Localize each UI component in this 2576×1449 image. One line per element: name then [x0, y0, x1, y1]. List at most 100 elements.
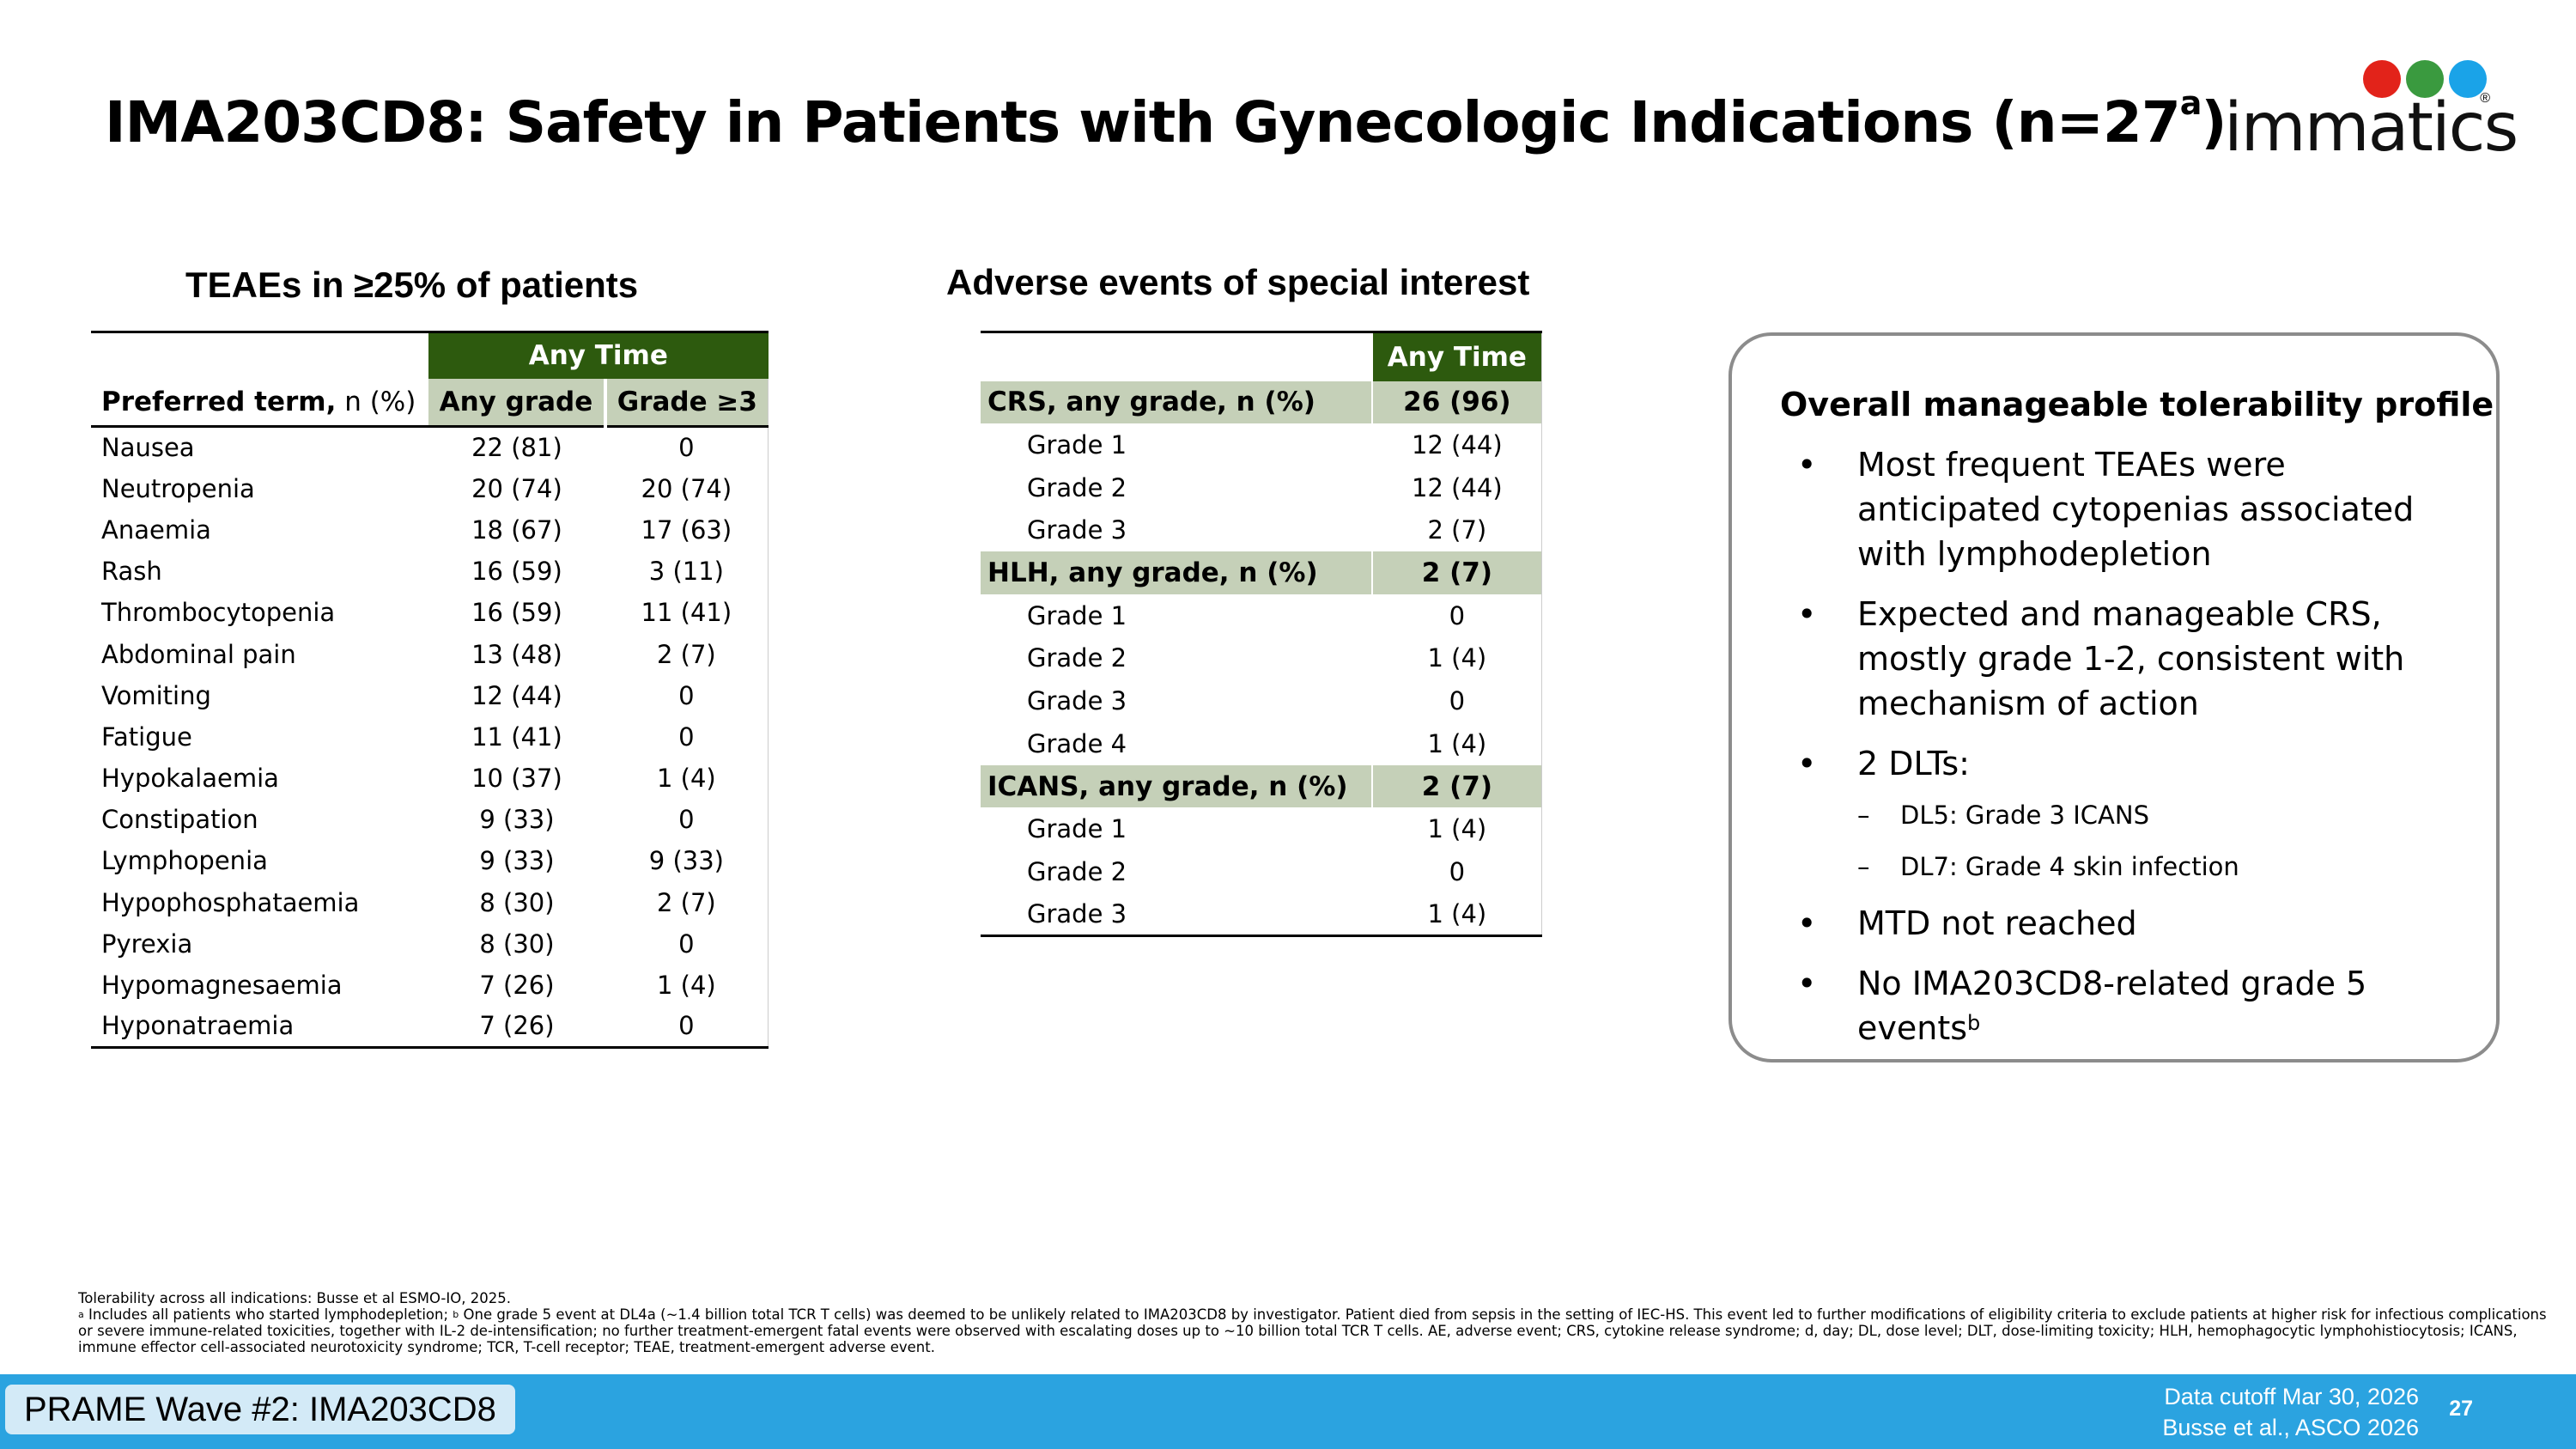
grade3-cell: 2 (7): [605, 881, 769, 923]
table-row: Neutropenia 20 (74) 20 (74): [91, 467, 769, 509]
bullet-item: • No IMA203CD8-related grade 5 eventsb: [1797, 965, 2367, 1047]
group-row: ICANS, any grade, n (%) 2 (7): [981, 764, 1542, 808]
teae-heading: TEAEs in ≥25% of patients: [185, 265, 639, 305]
any-grade-header: Any grade: [428, 378, 607, 428]
term-cell: Fatigue: [101, 721, 192, 752]
event-cell: Grade 2: [981, 636, 1373, 680]
any-grade-cell: 8 (30): [479, 928, 555, 959]
any-grade-cell: 9 (33): [479, 805, 555, 835]
event-cell: Grade 4: [981, 722, 1373, 765]
any-grade-cell: 12 (44): [471, 680, 562, 710]
term-cell: Abdominal pain: [101, 639, 296, 669]
immatics-logo: immatics ®: [2224, 53, 2518, 167]
any-grade-cell: 16 (59): [471, 557, 562, 587]
value-cell: 1 (4): [1371, 892, 1542, 937]
grade3-cell: 1 (4): [605, 758, 769, 800]
page-number: 27: [2449, 1397, 2473, 1421]
grade3-cell: 0: [605, 799, 769, 841]
summary-title: Overall manageable tolerability profile: [1780, 386, 2494, 423]
any-grade-cell: 11 (41): [471, 721, 562, 752]
group-row: HLH, any grade, n (%) 2 (7): [981, 551, 1542, 594]
term-cell: Nausea: [101, 433, 195, 463]
event-cell: Grade 1: [981, 594, 1373, 637]
summary-bullets: • Most frequent TEAEs were anticipated cy…: [1780, 442, 2462, 1050]
value-cell: 2 (7): [1371, 764, 1542, 808]
table-row: Abdominal pain 13 (48) 2 (7): [91, 633, 769, 675]
event-cell: ICANS, any grade, n (%): [981, 764, 1373, 808]
footer-bar: PRAME Wave #2: IMA203CD8 Data cutoff Mar…: [0, 1374, 2576, 1449]
table-row: Nausea 22 (81) 0: [91, 426, 769, 468]
term-cell: Constipation: [101, 805, 258, 835]
value-cell: 2 (7): [1371, 551, 1542, 594]
bullet-item: • MTD not reached: [1797, 904, 2137, 942]
any-grade-cell: 8 (30): [479, 887, 555, 917]
any-grade-cell: 20 (74): [471, 473, 562, 503]
group-row: CRS, any grade, n (%) 26 (96): [981, 381, 1542, 424]
event-cell: Grade 2: [981, 466, 1373, 509]
grade3-cell: 9 (33): [605, 840, 769, 882]
section-tag: PRAME Wave #2: IMA203CD8: [5, 1385, 515, 1434]
table-row: Hypokalaemia 10 (37) 1 (4): [91, 758, 769, 800]
preferred-term-header: Preferred term, n (%): [91, 378, 429, 428]
event-cell: Grade 2: [981, 850, 1373, 893]
any-time-header: Any Time: [428, 331, 769, 379]
grade3-cell: 1 (4): [605, 964, 769, 1007]
grade3-header: Grade ≥3: [605, 378, 769, 428]
tolerability-summary-box: Overall manageable tolerability profile …: [1728, 332, 2500, 1062]
sub-bullet-item: – DL7: Grade 4 skin infection: [1857, 852, 2239, 881]
any-grade-cell: 22 (81): [471, 433, 562, 463]
term-cell: Hypokalaemia: [101, 764, 279, 794]
table-row: Fatigue 11 (41) 0: [91, 715, 769, 758]
term-cell: Vomiting: [101, 680, 211, 710]
table-row: Anaemia 18 (67) 17 (63): [91, 508, 769, 551]
term-cell: Rash: [101, 557, 162, 587]
table-row: Constipation 9 (33) 0: [91, 799, 769, 841]
grade3-cell: 20 (74): [605, 467, 769, 509]
value-cell: 0: [1371, 679, 1542, 722]
value-cell: 12 (44): [1371, 466, 1542, 509]
event-cell: Grade 1: [981, 807, 1373, 851]
grade3-cell: 17 (63): [605, 508, 769, 551]
any-grade-cell: 18 (67): [471, 514, 562, 545]
grade3-cell: 0: [605, 426, 769, 468]
value-cell: 1 (4): [1371, 722, 1542, 765]
footnotes: Tolerability across all indications: Bus…: [78, 1290, 2547, 1355]
table-row: Hyponatraemia 7 (26) 0: [91, 1006, 769, 1049]
any-grade-cell: 7 (26): [428, 1006, 605, 1049]
value-cell: 0: [1371, 850, 1542, 893]
term-cell: Pyrexia: [101, 928, 193, 959]
footer-citation: Data cutoff Mar 30, 2026 Busse et al., A…: [2162, 1384, 2419, 1440]
grade3-cell: 0: [605, 922, 769, 965]
grade3-cell: 2 (7): [605, 633, 769, 675]
any-grade-cell: 7 (26): [479, 971, 555, 1001]
grade3-cell: 0: [605, 715, 769, 758]
grade3-cell: 3 (11): [605, 551, 769, 593]
term-cell: Hypomagnesaemia: [101, 971, 343, 1001]
term-cell: Anaemia: [101, 514, 211, 545]
any-grade-cell: 10 (37): [471, 764, 562, 794]
grade3-cell: 0: [605, 1006, 769, 1049]
bullet-item: • 2 DLTs: – DL5: Grade 3 ICANS – DL7: Grade…: [1780, 741, 2462, 886]
term-cell: Hyponatraemia: [91, 1006, 429, 1049]
aesi-heading: Adverse events of special interest: [946, 262, 1530, 302]
teae-table: Any Time Preferred term, n (%) Any grade…: [91, 331, 769, 1049]
value-cell: 12 (44): [1371, 423, 1542, 466]
value-cell: 1 (4): [1371, 807, 1542, 851]
aesi-any-time-header: Any Time: [1371, 331, 1542, 381]
value-cell: 2 (7): [1371, 508, 1542, 552]
event-cell: HLH, any grade, n (%): [981, 551, 1373, 594]
table-row: Thrombocytopenia 16 (59) 11 (41): [91, 592, 769, 634]
term-cell: Lymphopenia: [101, 846, 268, 876]
sub-bullet-item: – DL5: Grade 3 ICANS: [1857, 801, 2149, 830]
any-grade-cell: 13 (48): [471, 639, 562, 669]
table-row: Grade 2 12 (44): [981, 466, 1542, 509]
bullet-item: • Most frequent TEAEs were anticipated cy…: [1797, 446, 2415, 573]
event-cell: Grade 3: [981, 892, 1373, 937]
